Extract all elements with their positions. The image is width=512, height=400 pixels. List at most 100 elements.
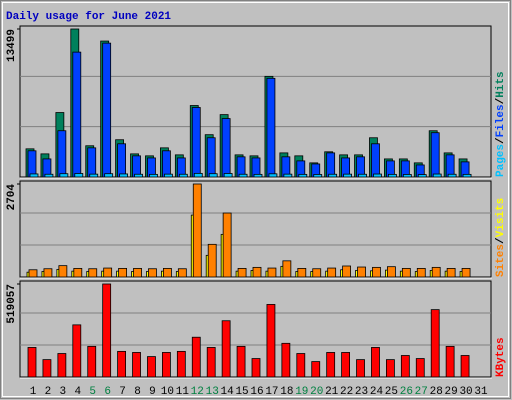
bar bbox=[132, 352, 141, 378]
x-tick-label: 1 bbox=[30, 386, 37, 398]
bar bbox=[102, 283, 112, 378]
x-tick-label: 12 bbox=[191, 386, 204, 398]
bar bbox=[251, 358, 261, 378]
bar bbox=[89, 173, 99, 178]
bar bbox=[356, 359, 365, 378]
x-tick-label: 25 bbox=[385, 386, 398, 398]
bar bbox=[161, 352, 171, 378]
x-tick-label: 8 bbox=[134, 386, 141, 398]
bar bbox=[237, 268, 247, 278]
bar bbox=[372, 266, 381, 278]
bar bbox=[73, 268, 83, 278]
bar bbox=[253, 173, 263, 178]
bar bbox=[266, 304, 276, 378]
bar bbox=[163, 173, 173, 178]
bar bbox=[72, 51, 82, 178]
bar bbox=[430, 132, 440, 178]
bar bbox=[117, 350, 126, 378]
x-tick-label: 29 bbox=[445, 386, 458, 398]
bar bbox=[27, 347, 37, 378]
bar bbox=[238, 173, 248, 178]
plot-area bbox=[19, 25, 492, 178]
bar bbox=[387, 173, 397, 178]
bar bbox=[207, 243, 217, 278]
bar bbox=[445, 345, 455, 378]
bar bbox=[416, 268, 426, 278]
bar bbox=[192, 183, 202, 278]
bar bbox=[87, 345, 97, 378]
bar bbox=[462, 173, 472, 178]
bar bbox=[103, 267, 113, 278]
bar bbox=[208, 173, 218, 178]
bar bbox=[400, 355, 410, 378]
legend-separator: / bbox=[495, 237, 507, 244]
x-tick-label: 15 bbox=[235, 386, 248, 398]
bar bbox=[221, 320, 231, 378]
bar bbox=[432, 173, 442, 178]
legend-entry: Pages bbox=[495, 144, 507, 177]
x-tick-label: 26 bbox=[400, 386, 413, 398]
x-tick-label: 3 bbox=[60, 386, 67, 398]
x-tick-label: 6 bbox=[104, 386, 111, 398]
x-tick-label: 20 bbox=[310, 386, 323, 398]
bar bbox=[178, 173, 188, 178]
bar bbox=[59, 173, 69, 178]
bar bbox=[402, 174, 412, 178]
bar bbox=[134, 173, 143, 178]
bar bbox=[430, 309, 440, 378]
legend-separator: / bbox=[495, 137, 507, 144]
x-tick-label: 22 bbox=[340, 386, 353, 398]
bar bbox=[176, 350, 186, 378]
bar bbox=[417, 174, 427, 178]
x-tick-label: 30 bbox=[459, 386, 472, 398]
bar bbox=[133, 268, 142, 278]
bar bbox=[327, 267, 337, 278]
bar bbox=[72, 324, 82, 378]
y-tick-label: 13499 bbox=[6, 29, 18, 62]
bar bbox=[447, 173, 457, 178]
legend-entry: Hits bbox=[495, 71, 507, 97]
bar bbox=[357, 266, 366, 278]
y-tick-label: 2704 bbox=[6, 184, 18, 211]
legend-entry: Visits bbox=[495, 198, 507, 238]
legend-separator: / bbox=[495, 97, 507, 104]
bar bbox=[385, 359, 395, 378]
x-tick-label: 17 bbox=[265, 386, 278, 398]
bar bbox=[341, 352, 351, 378]
x-tick-label: 9 bbox=[149, 386, 156, 398]
bar bbox=[431, 266, 441, 278]
bar bbox=[149, 173, 158, 178]
x-tick-label: 11 bbox=[176, 386, 190, 398]
x-tick-label: 24 bbox=[370, 386, 384, 398]
chart-title: Daily usage for June 2021 bbox=[6, 11, 171, 23]
bar bbox=[206, 347, 216, 378]
legend-entry: KBytes bbox=[495, 337, 507, 377]
bar bbox=[147, 356, 156, 378]
legend-entry: Files bbox=[495, 104, 507, 137]
bar bbox=[267, 267, 277, 278]
x-tick-label: 7 bbox=[119, 386, 126, 398]
plot-area bbox=[19, 180, 492, 278]
bar bbox=[44, 173, 54, 178]
bar bbox=[117, 143, 126, 178]
legend: Sites/Visits bbox=[495, 198, 507, 277]
x-tick-label: 18 bbox=[280, 386, 293, 398]
legend: Pages/Files/Hits bbox=[495, 71, 507, 177]
y-tick-label: 519057 bbox=[6, 284, 18, 324]
bar bbox=[268, 173, 278, 178]
bar bbox=[191, 107, 201, 178]
bar bbox=[297, 268, 307, 278]
x-tick-label: 28 bbox=[430, 386, 443, 398]
bar bbox=[206, 137, 216, 178]
x-tick-label: 21 bbox=[325, 386, 339, 398]
legend: KBytes bbox=[495, 337, 507, 377]
bar bbox=[27, 150, 37, 178]
x-tick-label: 13 bbox=[206, 386, 219, 398]
bar bbox=[177, 268, 187, 278]
bar bbox=[283, 173, 293, 178]
bar bbox=[119, 173, 128, 178]
bar bbox=[313, 174, 323, 178]
bar bbox=[312, 268, 322, 278]
